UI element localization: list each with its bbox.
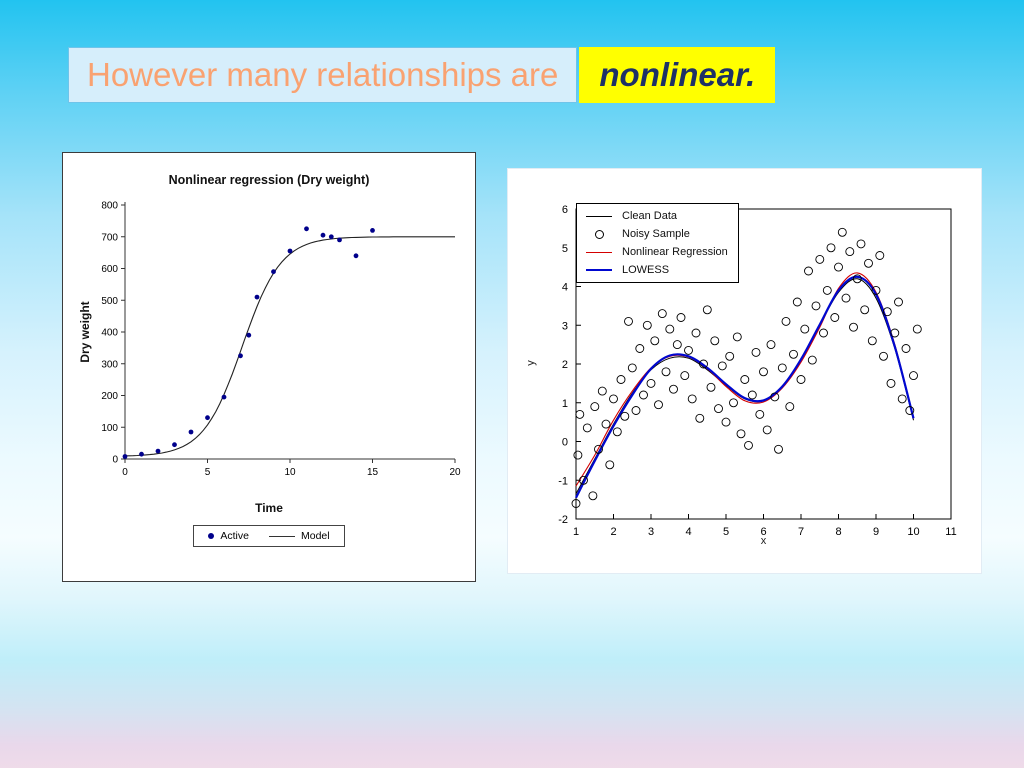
svg-text:6: 6 xyxy=(760,526,766,538)
chart1-plot: 0 100 200 300 400 500 600 700 800 0 5 10 15 20 xyxy=(101,201,461,479)
svg-text:2: 2 xyxy=(562,359,568,371)
dry-weight-chart-panel: Nonlinear regression (Dry weight) Dry we… xyxy=(62,152,476,582)
title-text-box: However many relationships are xyxy=(68,47,578,103)
svg-text:500: 500 xyxy=(101,296,118,307)
clean-data-line-sample xyxy=(586,215,612,217)
chart2-y-axis-label: y xyxy=(524,360,537,366)
svg-text:600: 600 xyxy=(101,264,118,275)
model-line-sample xyxy=(268,535,295,537)
legend-item-clean-data: Clean Data xyxy=(583,208,728,224)
chart1-legend-box: Active Model xyxy=(193,525,345,547)
legend-item-lowess: LOWESS xyxy=(583,262,728,278)
svg-text:200: 200 xyxy=(101,391,118,402)
svg-text:11: 11 xyxy=(945,526,956,538)
svg-text:5: 5 xyxy=(562,243,568,255)
noisy-sample-circle-sample xyxy=(594,229,604,239)
legend-item-noisy-sample: Noisy Sample xyxy=(583,226,728,242)
title-part2: nonlinear. xyxy=(599,56,756,93)
svg-text:4: 4 xyxy=(685,526,691,538)
lowess-chart-panel: 1 2 3 4 5 6 7 8 9 10 11 -2 -1 0 1 2 3 4 5 6 y x Clean Data … xyxy=(507,168,982,574)
title-part1: However many relationships are xyxy=(87,56,559,93)
svg-text:3: 3 xyxy=(562,320,568,332)
svg-text:100: 100 xyxy=(101,423,118,434)
legend-label-active: Active xyxy=(220,530,249,542)
svg-text:10: 10 xyxy=(284,467,296,478)
svg-text:15: 15 xyxy=(367,467,379,478)
slide-title: However many relationships are nonlinear… xyxy=(68,47,776,103)
svg-text:800: 800 xyxy=(101,201,118,212)
lowess-line-sample xyxy=(586,268,612,272)
regression-line-sample xyxy=(586,251,612,253)
legend-label-clean-data: Clean Data xyxy=(622,210,678,222)
svg-text:-2: -2 xyxy=(558,514,568,526)
svg-text:9: 9 xyxy=(873,526,879,538)
svg-text:20: 20 xyxy=(449,467,461,478)
svg-text:1: 1 xyxy=(573,526,579,538)
legend-label-nonlinear-regression: Nonlinear Regression xyxy=(622,246,728,258)
svg-text:0: 0 xyxy=(122,467,128,478)
legend-item-active: Active xyxy=(208,530,249,542)
svg-text:6: 6 xyxy=(562,204,568,216)
svg-text:5: 5 xyxy=(205,467,211,478)
chart1-y-axis-label: Dry weight xyxy=(78,301,92,363)
chart1-legend: Active Model xyxy=(63,525,475,547)
svg-text:2: 2 xyxy=(610,526,616,538)
legend-item-model: Model xyxy=(268,530,330,542)
svg-text:300: 300 xyxy=(101,359,118,370)
chart2-legend: Clean Data Noisy Sample Nonlinear Regres… xyxy=(576,203,739,283)
legend-label-noisy-sample: Noisy Sample xyxy=(622,228,690,240)
svg-text:4: 4 xyxy=(562,282,568,294)
legend-label-model: Model xyxy=(300,530,330,542)
active-dot-sample xyxy=(208,533,215,539)
legend-label-lowess: LOWESS xyxy=(622,264,670,276)
svg-text:3: 3 xyxy=(648,526,654,538)
chart1-x-axis-label: Time xyxy=(255,501,283,515)
svg-text:0: 0 xyxy=(562,437,568,449)
svg-text:7: 7 xyxy=(798,526,804,538)
legend-item-nonlinear-regression: Nonlinear Regression xyxy=(583,244,728,260)
svg-text:8: 8 xyxy=(835,526,841,538)
svg-text:10: 10 xyxy=(907,526,919,538)
svg-text:5: 5 xyxy=(723,526,729,538)
svg-text:1: 1 xyxy=(562,398,568,410)
svg-text:700: 700 xyxy=(101,232,118,243)
chart2-x-axis-label: x xyxy=(760,535,767,547)
chart1-title: Nonlinear regression (Dry weight) xyxy=(168,173,370,187)
title-highlight-box: nonlinear. xyxy=(579,47,776,103)
svg-text:0: 0 xyxy=(112,455,118,466)
svg-text:-1: -1 xyxy=(558,475,568,487)
svg-text:400: 400 xyxy=(101,328,118,339)
